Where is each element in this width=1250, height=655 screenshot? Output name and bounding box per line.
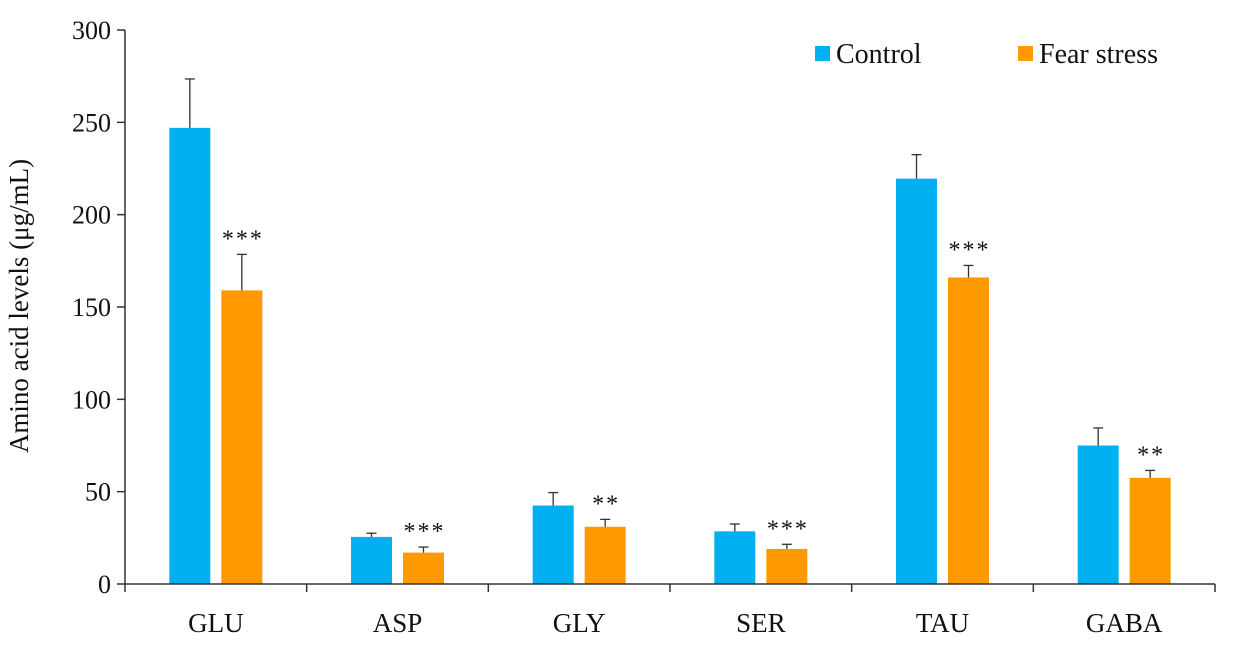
bar-glu-control [169, 127, 211, 584]
bar-glu-fear-stress [221, 290, 263, 584]
significance-marker: *** [404, 519, 446, 545]
x-tick-label-gly: GLY [553, 608, 606, 638]
x-tick-label-glu: GLU [188, 608, 244, 638]
significance-marker: ** [592, 491, 620, 517]
legend-label-control: Control [836, 39, 922, 70]
bar-gaba-control [1077, 445, 1119, 584]
bar-ser-fear-stress [766, 548, 808, 584]
y-tick-label: 150 [72, 293, 111, 322]
error-bars-group [184, 78, 1156, 553]
significance-marker: *** [767, 516, 809, 542]
x-tick-label-asp: ASP [373, 608, 423, 638]
x-tick-label-ser: SER [736, 608, 786, 638]
significance-marker: *** [949, 237, 991, 263]
x-tick-label-gaba: GABA [1086, 608, 1163, 638]
bar-gaba-fear-stress [1129, 477, 1171, 584]
legend-label-fear-stress: Fear stress [1039, 39, 1158, 70]
legend: Control Fear stress [815, 39, 1158, 70]
bar-gly-fear-stress [584, 526, 626, 584]
legend-swatch-fear-stress [1018, 46, 1033, 61]
y-tick-label: 200 [72, 201, 111, 230]
significance-marker: ** [1137, 442, 1165, 468]
y-tick-label: 0 [98, 570, 111, 599]
bar-asp-control [351, 536, 392, 584]
bars-group [169, 127, 1171, 584]
y-tick-label: 100 [72, 385, 111, 414]
bar-ser-control [714, 531, 756, 584]
significance-marker: *** [222, 226, 264, 252]
significance-group: **************** [222, 226, 1165, 545]
bar-gly-control [532, 505, 574, 584]
x-tick-label-tau: TAU [916, 608, 969, 638]
bar-tau-fear-stress [948, 277, 989, 584]
bar-tau-control [896, 178, 937, 584]
y-tick-label: 50 [85, 478, 111, 507]
axes-group: GLU ASP GLY SER TAU GABA 0 50 100 150 200 250 300 [72, 16, 1216, 638]
legend-swatch-control [815, 46, 830, 61]
bar-asp-fear-stress [403, 552, 444, 584]
y-tick-label: 300 [72, 16, 111, 45]
y-axis-label: Amino acid levels (μg/mL) [4, 159, 34, 453]
y-tick-label: 250 [72, 108, 111, 137]
